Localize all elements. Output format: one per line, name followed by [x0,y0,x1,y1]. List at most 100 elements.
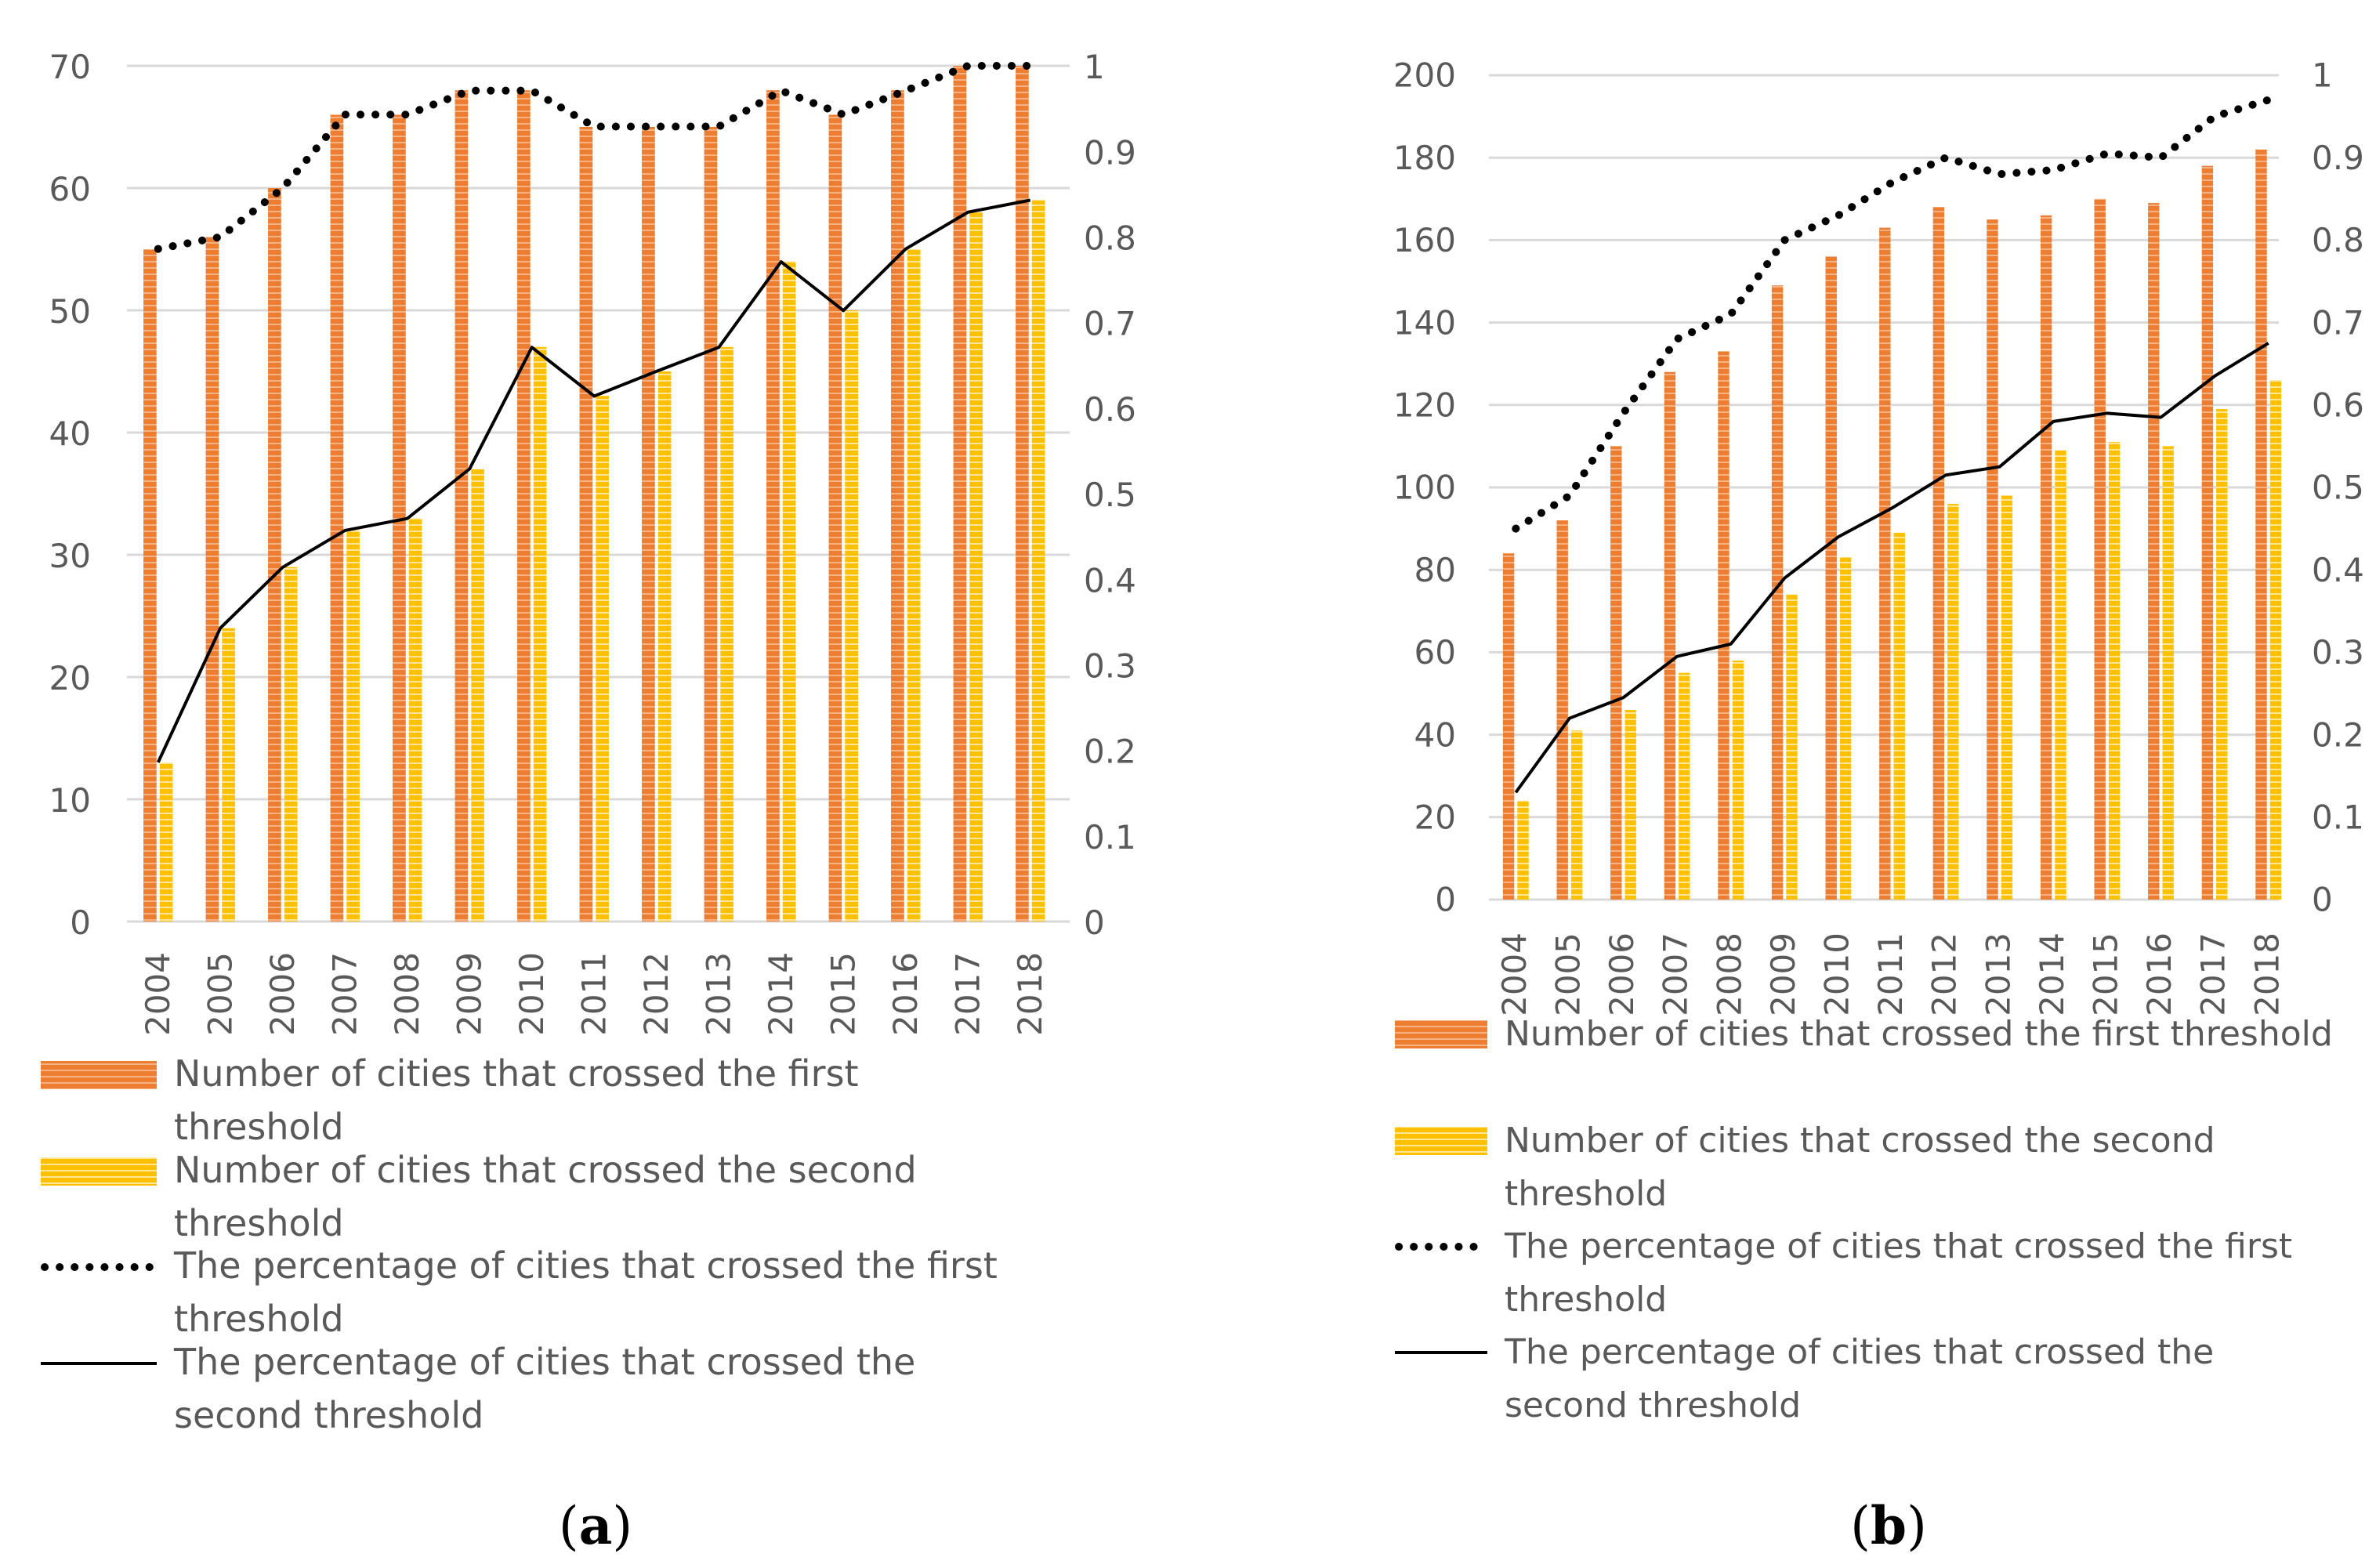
left-axis-tick-label: 100 [1393,469,1456,507]
second-threshold-bar [2055,450,2066,900]
first-threshold-bar [2040,215,2052,900]
first-threshold-bar [2201,165,2214,900]
x-axis-category-label: 2010 [513,952,551,1036]
x-axis-category-label: 2010 [1818,932,1856,1016]
legend-swatch-first-bar [41,1061,157,1089]
x-axis-category-label: 2016 [886,952,925,1036]
x-axis-category-label: 2018 [2247,932,2286,1016]
second-threshold-bar [1031,200,1045,922]
x-axis-category-label: 2007 [1657,932,1695,1016]
second-threshold-bar [657,371,672,922]
second-threshold-bar [845,310,858,922]
first-threshold-bar [2148,203,2160,900]
first-threshold-bar [1016,66,1029,922]
first-threshold-bar [455,90,469,922]
right-axis-tick-label: 0.1 [2312,798,2364,837]
right-axis-tick-label: 0.6 [2312,386,2364,425]
x-axis-category-label: 2015 [2087,932,2125,1016]
right-axis-tick-label: 0.4 [2312,551,2364,589]
left-axis-tick-label: 60 [1414,633,1456,672]
first-threshold-bar [330,114,344,922]
left-axis-tick-label: 140 [1393,303,1456,342]
first-threshold-bar [766,90,780,922]
second-threshold-bar [2216,409,2228,900]
right-axis-tick-label: 0.5 [1084,476,1136,514]
first-threshold-bar [1610,446,1622,900]
x-axis-category-label: 2014 [762,952,800,1036]
first-threshold-bar [1664,371,1676,900]
left-axis-tick-label: 60 [49,170,91,208]
legend-label: Number of cities that crossed the second [174,1149,917,1191]
first-threshold-bar [1932,207,1945,900]
second-threshold-bar [596,396,609,922]
legend-label: Number of cities that crossed the first … [1505,1014,2333,1054]
second-threshold-bar [907,249,921,922]
right-axis-tick-label: 0.7 [1084,305,1136,343]
x-axis-category-label: 2015 [824,952,862,1036]
right-axis-tick-label: 0.7 [2312,303,2364,342]
right-axis-tick-label: 0.9 [1084,133,1136,172]
legend-label: The percentage of cities that crossed th… [173,1244,998,1287]
first-threshold-bar [1718,351,1729,900]
first-threshold-percentage-line [1512,96,2273,533]
first-threshold-bar [953,66,967,922]
panel-label-b: (b) [1850,1495,1927,1556]
first-threshold-bar [268,188,281,922]
panel-label-a: (a) [559,1495,632,1556]
first-threshold-bar [143,249,157,922]
first-threshold-bar [205,237,219,922]
left-axis-tick-label: 40 [1414,715,1456,754]
first-threshold-bar [1879,227,1891,900]
panel-label-b-letter: b [1871,1495,1907,1556]
first-threshold-bar [1502,553,1515,900]
first-threshold-bar [1825,256,1837,900]
right-axis-tick-label: 0.9 [2312,139,2364,177]
x-axis-category-label: 2012 [1925,932,1964,1016]
x-axis-category-label: 2013 [1979,932,2017,1016]
right-axis-tick-label: 0.2 [1084,733,1136,771]
second-threshold-bar [1786,594,1798,900]
first-threshold-bar [642,127,655,922]
x-axis-category-label: 2018 [1011,952,1049,1036]
x-axis-category-label: 2017 [948,952,987,1036]
legend-label: Number of cities that crossed the first [174,1052,859,1095]
second-threshold-bar [533,346,547,922]
second-threshold-bar [782,261,796,922]
second-threshold-bar [284,567,298,922]
left-axis-tick-label: 180 [1393,139,1456,177]
x-axis-category-label: 2005 [1549,932,1588,1016]
legend-label: second threshold [174,1394,484,1436]
legend-label: threshold [174,1298,344,1340]
first-threshold-bar [2094,198,2106,900]
second-threshold-bar [1624,710,1636,900]
x-axis-category-label: 2016 [2140,932,2179,1016]
left-axis-tick-label: 80 [1414,551,1456,589]
left-axis-tick-label: 30 [49,537,91,575]
second-threshold-bar [1947,504,1959,900]
second-threshold-bar [222,628,235,922]
first-threshold-bar [828,114,842,922]
x-axis-category-label: 2017 [2194,932,2233,1016]
x-axis-category-label: 2006 [263,952,302,1036]
right-axis-tick-label: 0.8 [1084,219,1136,258]
right-axis-tick-label: 0.8 [2312,221,2364,259]
legend-label: threshold [174,1106,344,1148]
second-threshold-bar [2001,495,2013,900]
left-axis-tick-label: 50 [49,292,91,331]
left-axis-tick-label: 200 [1393,56,1456,95]
legend-swatch-first-bar [1395,1020,1487,1048]
second-threshold-bar [1732,660,1744,900]
legend-label: The percentage of cities that crossed th… [1504,1332,2214,1372]
x-axis-category-label: 2013 [699,952,737,1036]
second-threshold-bar [1893,532,1905,900]
left-axis-tick-label: 40 [49,415,91,453]
right-axis-tick-label: 0.4 [1084,561,1136,599]
first-threshold-bar [2255,149,2267,900]
second-threshold-percentage-line [156,198,1031,763]
left-axis-tick-label: 20 [49,659,91,697]
right-axis-tick-label: 0.5 [2312,469,2364,507]
right-axis-tick-label: 0 [1084,904,1105,942]
x-axis-category-label: 2004 [1495,932,1534,1016]
first-threshold-bar [579,127,593,922]
